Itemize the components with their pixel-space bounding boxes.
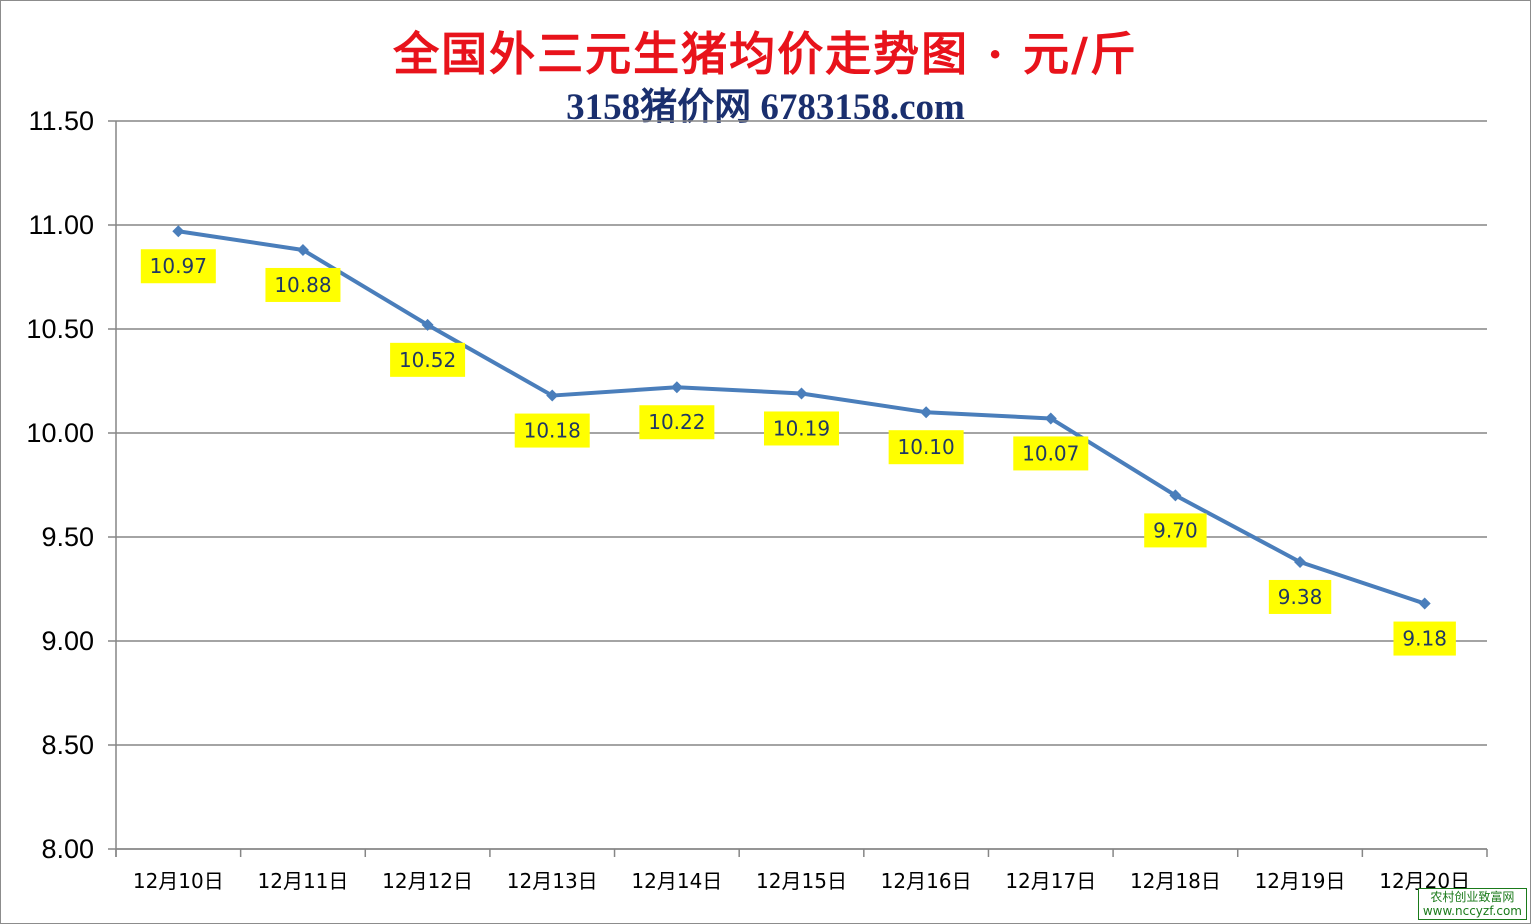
x-tick-label: 12月13日 bbox=[507, 869, 598, 893]
axes bbox=[115, 121, 1488, 857]
y-tick-label: 11.00 bbox=[28, 210, 94, 240]
data-label-bg bbox=[639, 405, 715, 440]
data-label: 10.22 bbox=[648, 410, 705, 434]
data-label-bg bbox=[1144, 513, 1207, 548]
data-labels: 10.97 10.88 10.52 10.18 10.22 10.19 10.10 10.07… bbox=[140, 249, 1456, 656]
data-point bbox=[296, 243, 309, 256]
data-point bbox=[795, 387, 808, 400]
chart-title: 全国外三元生猪均价走势图 · 元/斤 bbox=[393, 27, 1138, 81]
data-point bbox=[670, 381, 683, 394]
x-tick-label: 12月18日 bbox=[1130, 869, 1221, 893]
y-tick-labels: 8.00 8.50 9.00 9.50 10.00 10.50 11.00 11.50 bbox=[26, 106, 94, 864]
data-label: 10.18 bbox=[524, 419, 581, 443]
data-point bbox=[421, 318, 434, 331]
data-label: 10.97 bbox=[150, 254, 207, 278]
x-tick-label: 12月11日 bbox=[258, 869, 349, 893]
y-tick-label: 9.50 bbox=[41, 522, 94, 552]
data-label-bg bbox=[265, 267, 341, 302]
watermark-line1: 农村创业致富网 bbox=[1430, 890, 1515, 904]
data-label: 10.07 bbox=[1022, 441, 1079, 465]
watermark-line2: www.nccyzf.com bbox=[1422, 904, 1522, 918]
data-point bbox=[1169, 489, 1182, 502]
data-label: 9.18 bbox=[1402, 627, 1447, 651]
y-tick-label: 8.50 bbox=[41, 730, 94, 760]
x-tick-label: 12月17日 bbox=[1005, 869, 1096, 893]
data-label-bg bbox=[390, 342, 466, 377]
data-point bbox=[1418, 597, 1431, 610]
data-label: 9.70 bbox=[1153, 518, 1198, 542]
data-label-bg bbox=[1393, 621, 1456, 656]
data-label: 10.52 bbox=[399, 348, 456, 372]
x-tick-label: 12月14日 bbox=[631, 869, 722, 893]
x-tick-label: 12月19日 bbox=[1255, 869, 1346, 893]
data-label: 9.38 bbox=[1278, 585, 1323, 609]
y-tick-label: 10.00 bbox=[26, 418, 94, 448]
data-label-bg bbox=[764, 411, 839, 446]
data-point bbox=[1294, 555, 1307, 568]
data-point bbox=[172, 225, 185, 238]
x-tick-label: 12月12日 bbox=[382, 869, 473, 893]
x-tick-labels: 12月10日 12月11日 12月12日 12月13日 12月14日 12月15日 12月1… bbox=[133, 869, 1470, 893]
data-label-bg bbox=[1268, 579, 1332, 614]
y-tick-label: 9.00 bbox=[41, 626, 94, 656]
grid-lines bbox=[108, 120, 1487, 850]
data-label: 10.19 bbox=[773, 416, 830, 440]
y-tick-label: 10.50 bbox=[26, 314, 94, 344]
x-tick-label: 12月10日 bbox=[133, 869, 224, 893]
data-point bbox=[920, 406, 933, 419]
y-tick-label: 11.50 bbox=[28, 106, 94, 136]
data-point bbox=[1044, 412, 1057, 425]
data-label-bg bbox=[140, 249, 216, 284]
series-line bbox=[172, 225, 1431, 610]
x-tick-label: 12月16日 bbox=[881, 869, 972, 893]
data-point bbox=[546, 389, 559, 402]
x-tick-label: 12月15日 bbox=[756, 869, 847, 893]
watermark[interactable]: 农村创业致富网 www.nccyzf.com bbox=[1417, 888, 1527, 920]
data-label-bg bbox=[888, 430, 964, 465]
data-label: 10.88 bbox=[274, 273, 331, 297]
data-label-bg bbox=[1013, 436, 1089, 471]
data-label: 10.10 bbox=[898, 435, 955, 459]
data-label-bg bbox=[514, 413, 590, 448]
y-tick-label: 8.00 bbox=[41, 834, 94, 864]
